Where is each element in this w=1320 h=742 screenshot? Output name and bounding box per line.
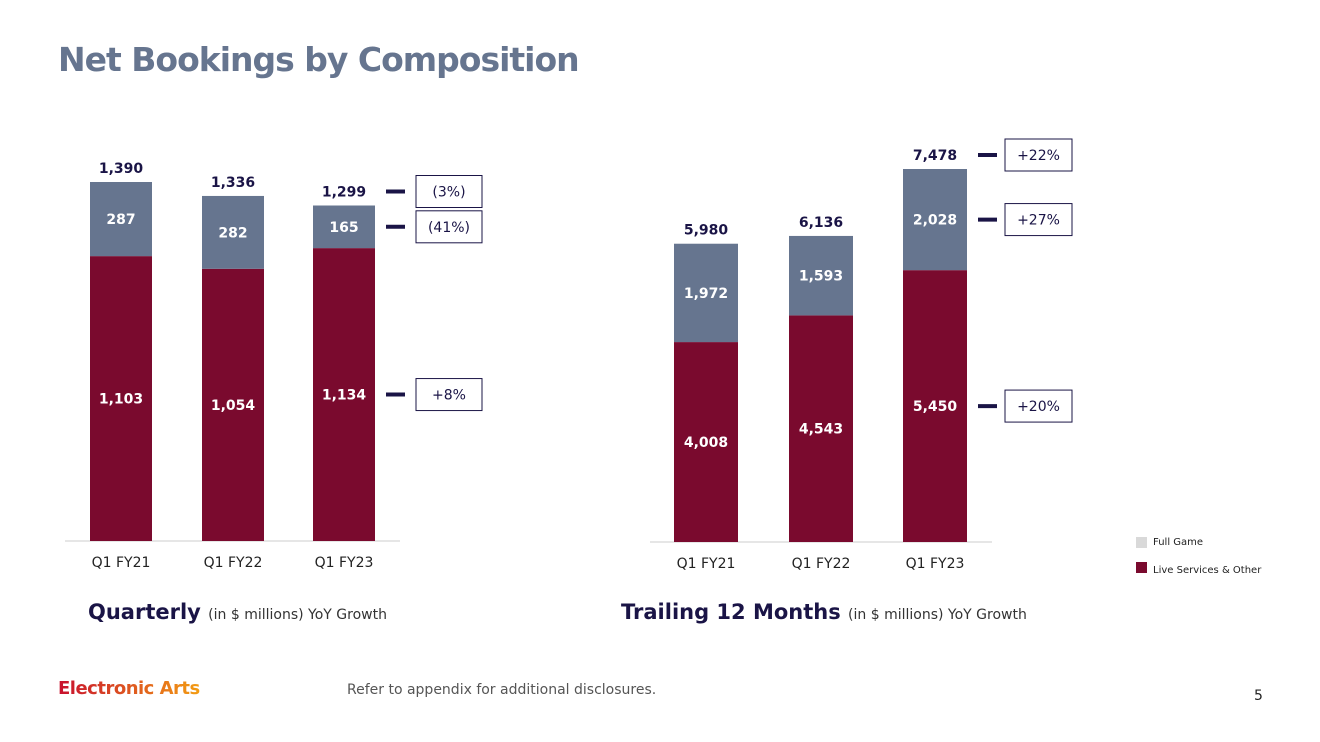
quarterly-note: (in $ millions) YoY Growth xyxy=(208,607,387,623)
bar-full-game xyxy=(789,235,853,316)
yoy-box xyxy=(415,378,483,412)
yoy-label-total: +22% xyxy=(1017,148,1060,164)
yoy-label-full_game: (41%) xyxy=(428,220,470,236)
legend-swatch-live-services xyxy=(1136,562,1147,573)
label-live-services: 4,543 xyxy=(799,422,843,438)
ttm-note: (in $ millions) YoY Growth xyxy=(848,607,1027,623)
ttm-title: Trailing 12 Months xyxy=(621,600,841,624)
legend-swatch-full-game xyxy=(1136,537,1147,548)
bar-live-services xyxy=(313,248,375,541)
label-full-game: 282 xyxy=(218,225,247,241)
label-live-services: 1,134 xyxy=(322,388,367,404)
label-total: 5,980 xyxy=(684,223,729,239)
x-tick-label: Q1 FY22 xyxy=(792,556,851,572)
yoy-box xyxy=(415,175,483,209)
bar-live-services xyxy=(903,270,967,542)
yoy-box xyxy=(1004,203,1073,237)
quarterly-subtitle: Quarterly (in $ millions) YoY Growth xyxy=(88,600,387,624)
bar-full-game xyxy=(202,195,264,269)
yoy-label-total: (3%) xyxy=(432,185,465,201)
x-tick-label: Q1 FY23 xyxy=(906,556,965,572)
bar-full-game xyxy=(674,243,738,343)
label-full-game: 1,593 xyxy=(799,269,843,285)
label-total: 7,478 xyxy=(913,148,957,164)
bar-live-services xyxy=(674,342,738,542)
label-total: 6,136 xyxy=(799,215,843,231)
bar-full-game xyxy=(313,205,375,249)
ttm-subtitle: Trailing 12 Months (in $ millions) YoY G… xyxy=(621,600,1027,624)
yoy-box xyxy=(1004,389,1073,423)
bar-live-services xyxy=(90,256,152,541)
yoy-label-full_game: +27% xyxy=(1017,213,1060,229)
label-live-services: 1,103 xyxy=(99,392,143,408)
yoy-label-live_services: +20% xyxy=(1017,399,1060,415)
x-tick-label: Q1 FY22 xyxy=(204,555,263,571)
label-live-services: 1,054 xyxy=(211,398,256,414)
yoy-box xyxy=(1004,138,1073,172)
yoy-label-live_services: +8% xyxy=(432,388,466,404)
bar-live-services xyxy=(202,268,264,541)
label-total: 1,336 xyxy=(211,175,255,191)
ea-logo: Electronic Arts xyxy=(58,678,200,699)
bar-full-game xyxy=(903,169,967,271)
bar-full-game xyxy=(90,182,152,257)
disclosure: Refer to appendix for additional disclos… xyxy=(347,682,657,698)
legend-live-services: Live Services & Other xyxy=(1153,565,1262,576)
label-total: 1,390 xyxy=(99,161,144,177)
label-full-game: 287 xyxy=(106,212,135,228)
bar-live-services xyxy=(789,315,853,542)
legend-full-game: Full Game xyxy=(1153,537,1204,548)
page-number: 5 xyxy=(1254,688,1263,704)
quarterly-title: Quarterly xyxy=(88,600,201,624)
page-title: Net Bookings by Composition xyxy=(58,40,580,79)
label-total: 1,299 xyxy=(322,185,366,201)
x-tick-label: Q1 FY21 xyxy=(92,555,151,571)
label-live-services: 4,008 xyxy=(684,435,728,451)
label-full-game: 165 xyxy=(329,220,358,236)
yoy-box xyxy=(415,210,483,244)
x-tick-label: Q1 FY23 xyxy=(315,555,374,571)
x-tick-label: Q1 FY21 xyxy=(677,556,736,572)
label-live-services: 5,450 xyxy=(913,399,958,415)
label-full-game: 1,972 xyxy=(684,286,728,302)
label-full-game: 2,028 xyxy=(913,213,957,229)
